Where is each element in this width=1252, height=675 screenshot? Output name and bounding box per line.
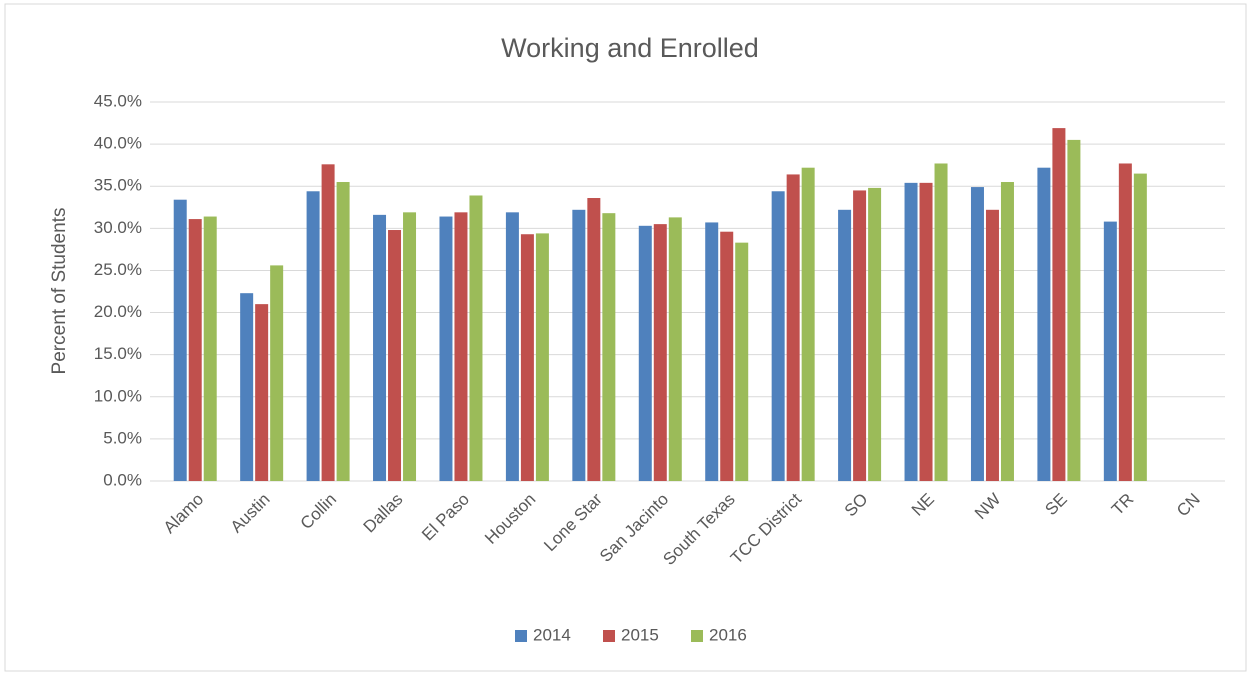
bar xyxy=(255,304,269,481)
bar xyxy=(735,242,749,481)
bar xyxy=(904,182,918,481)
legend-label: 2016 xyxy=(709,625,747,644)
bar xyxy=(203,216,217,481)
bar xyxy=(1118,163,1132,481)
bar xyxy=(705,222,719,481)
bar xyxy=(373,214,387,481)
bar xyxy=(602,213,616,481)
y-tick-label: 15.0% xyxy=(94,344,142,363)
y-tick-label: 20.0% xyxy=(94,302,142,321)
bar xyxy=(868,187,882,481)
legend-swatch xyxy=(515,630,527,642)
bar xyxy=(454,212,468,481)
legend-swatch xyxy=(691,630,703,642)
bar xyxy=(838,209,852,481)
bar xyxy=(934,163,948,481)
bar xyxy=(270,265,284,481)
bar xyxy=(173,199,187,481)
y-tick-label: 30.0% xyxy=(94,218,142,237)
bar xyxy=(1052,128,1066,481)
bar xyxy=(188,219,202,481)
bar xyxy=(240,293,254,481)
bar xyxy=(505,212,519,481)
bar xyxy=(520,234,534,481)
y-axis-label: Percent of Students xyxy=(49,208,70,375)
bar xyxy=(336,182,350,481)
bar xyxy=(1000,182,1014,481)
bar xyxy=(653,224,667,481)
legend-label: 2014 xyxy=(533,625,571,644)
bar xyxy=(587,198,601,481)
chart-title: Working and Enrolled xyxy=(501,33,759,63)
bar xyxy=(1103,221,1117,481)
bar xyxy=(985,209,999,481)
y-tick-label: 40.0% xyxy=(94,134,142,153)
legend-label: 2015 xyxy=(621,625,659,644)
bar xyxy=(786,174,800,482)
bar xyxy=(668,217,682,481)
bar xyxy=(469,195,483,481)
y-tick-label: 5.0% xyxy=(103,428,142,447)
bar xyxy=(403,212,417,481)
bar xyxy=(439,216,453,481)
bar xyxy=(638,225,652,481)
y-tick-label: 35.0% xyxy=(94,176,142,195)
bar xyxy=(572,209,586,481)
bar xyxy=(388,230,402,481)
y-tick-label: 25.0% xyxy=(94,260,142,279)
legend-swatch xyxy=(603,630,615,642)
y-tick-label: 10.0% xyxy=(94,386,142,405)
y-tick-label: 0.0% xyxy=(103,470,142,489)
bar xyxy=(970,187,984,481)
bar xyxy=(771,191,785,481)
bar xyxy=(1067,139,1081,481)
y-tick-label: 45.0% xyxy=(94,91,142,110)
bar xyxy=(1037,167,1051,481)
bar xyxy=(1133,173,1147,482)
bar xyxy=(535,233,549,481)
bar xyxy=(321,164,335,481)
bar xyxy=(801,167,815,481)
bar xyxy=(919,182,933,481)
bar xyxy=(853,190,867,481)
bar xyxy=(720,231,734,481)
bar xyxy=(306,191,320,481)
